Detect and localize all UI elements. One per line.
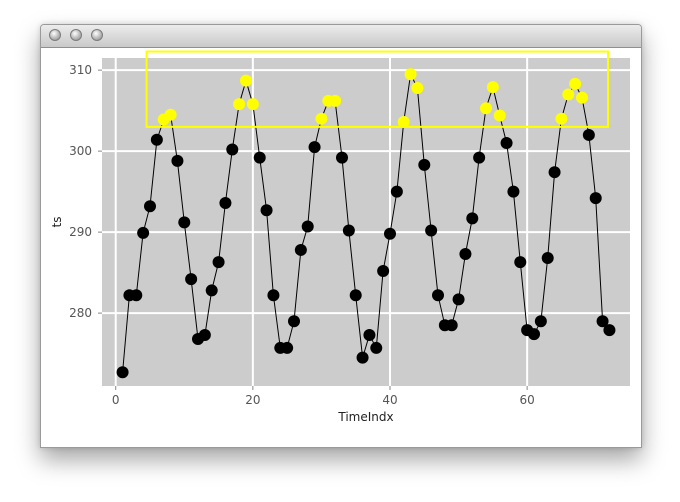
highlighted-data-point[interactable] <box>576 91 588 104</box>
data-point[interactable] <box>294 243 307 256</box>
app-window: 0 20 40 60 280 290 300 310 TimeIndx ts <box>40 24 642 448</box>
highlighted-data-point[interactable] <box>164 108 177 121</box>
data-point[interactable] <box>288 315 300 328</box>
highlighted-data-point[interactable] <box>411 81 424 94</box>
data-point[interactable] <box>377 264 390 277</box>
data-point[interactable] <box>342 224 355 237</box>
data-point[interactable] <box>198 328 211 341</box>
data-point[interactable] <box>171 154 184 167</box>
data-point[interactable] <box>528 328 540 341</box>
highlighted-data-point[interactable] <box>246 98 259 111</box>
data-point[interactable] <box>596 315 609 328</box>
highlighted-data-point[interactable] <box>404 68 417 81</box>
data-point[interactable] <box>349 289 362 302</box>
data-point[interactable] <box>384 227 396 240</box>
x-tick-label: 0 <box>112 393 120 407</box>
x-tick-label: 60 <box>520 393 535 407</box>
data-point[interactable] <box>582 128 595 141</box>
title-bar <box>41 25 641 48</box>
data-point[interactable] <box>212 256 225 269</box>
data-point[interactable] <box>432 289 444 302</box>
data-point[interactable] <box>418 158 431 171</box>
minimize-window-button[interactable] <box>70 29 82 41</box>
data-point[interactable] <box>500 137 513 150</box>
highlighted-data-point[interactable] <box>329 94 342 107</box>
data-point[interactable] <box>370 341 383 354</box>
data-point[interactable] <box>541 252 554 265</box>
data-point[interactable] <box>390 185 403 198</box>
y-axis-label: ts <box>50 217 64 228</box>
time-series-chart: 0 20 40 60 280 290 300 310 TimeIndx ts <box>50 50 630 424</box>
data-point[interactable] <box>205 284 218 297</box>
data-point[interactable] <box>514 256 527 269</box>
highlighted-data-point[interactable] <box>480 102 492 115</box>
highlighted-data-point[interactable] <box>555 112 568 125</box>
data-point[interactable] <box>548 166 561 179</box>
highlighted-data-point[interactable] <box>493 109 506 122</box>
highlighted-data-point[interactable] <box>240 74 252 87</box>
selection-rectangle[interactable] <box>145 50 610 128</box>
data-point[interactable] <box>473 151 486 164</box>
data-point[interactable] <box>144 200 156 213</box>
data-point[interactable] <box>130 289 143 302</box>
highlighted-data-point[interactable] <box>486 81 499 94</box>
data-point[interactable] <box>219 196 232 209</box>
highlighted-data-point[interactable] <box>233 98 246 111</box>
x-axis-label: TimeIndx <box>337 410 393 424</box>
y-tick-label: 300 <box>69 144 92 158</box>
x-tick-label: 40 <box>382 393 397 407</box>
data-point[interactable] <box>253 151 266 164</box>
data-point[interactable] <box>267 289 280 302</box>
data-point[interactable] <box>534 315 547 328</box>
data-point[interactable] <box>452 293 465 306</box>
data-point[interactable] <box>445 319 458 332</box>
data-point[interactable] <box>459 247 472 260</box>
data-point[interactable] <box>425 224 438 237</box>
data-point[interactable] <box>137 226 150 239</box>
data-point[interactable] <box>150 133 163 146</box>
y-tick-label: 280 <box>69 306 92 320</box>
data-point[interactable] <box>308 141 321 154</box>
data-point[interactable] <box>363 328 376 341</box>
data-point[interactable] <box>226 143 239 156</box>
highlighted-data-point[interactable] <box>569 77 582 90</box>
data-point[interactable] <box>356 351 369 364</box>
data-point[interactable] <box>466 212 479 225</box>
highlighted-data-point[interactable] <box>562 88 575 101</box>
highlighted-data-point[interactable] <box>315 112 328 125</box>
data-point[interactable] <box>260 204 273 217</box>
highlighted-data-point[interactable] <box>397 115 410 128</box>
data-point[interactable] <box>185 273 198 286</box>
data-point[interactable] <box>178 216 191 229</box>
zoom-window-button[interactable] <box>91 29 103 41</box>
y-tick-label: 290 <box>69 225 92 239</box>
data-point[interactable] <box>507 185 520 198</box>
close-window-button[interactable] <box>49 29 61 41</box>
data-point[interactable] <box>281 341 294 354</box>
data-point[interactable] <box>603 324 616 337</box>
data-point[interactable] <box>336 151 348 164</box>
data-point[interactable] <box>301 220 314 233</box>
data-point[interactable] <box>589 192 602 205</box>
data-point[interactable] <box>116 366 129 379</box>
y-tick-label: 310 <box>69 63 92 77</box>
x-tick-label: 20 <box>245 393 260 407</box>
